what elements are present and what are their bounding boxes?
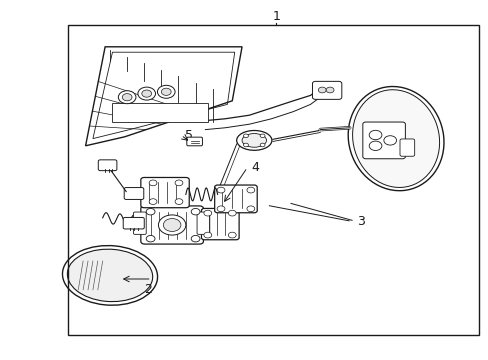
Bar xyxy=(112,103,207,122)
Ellipse shape xyxy=(67,249,152,302)
FancyBboxPatch shape xyxy=(201,208,239,240)
Circle shape xyxy=(175,180,183,186)
Circle shape xyxy=(243,134,248,138)
Circle shape xyxy=(149,199,157,204)
FancyBboxPatch shape xyxy=(312,81,341,99)
FancyBboxPatch shape xyxy=(124,188,143,199)
Ellipse shape xyxy=(236,131,271,150)
Circle shape xyxy=(228,232,236,238)
FancyBboxPatch shape xyxy=(399,139,414,156)
Text: 4: 4 xyxy=(251,161,259,174)
Circle shape xyxy=(191,208,200,215)
Circle shape xyxy=(175,199,183,204)
Bar xyxy=(68,25,478,335)
Circle shape xyxy=(203,232,211,238)
Circle shape xyxy=(157,85,175,98)
Circle shape xyxy=(228,210,236,216)
Ellipse shape xyxy=(352,90,439,188)
Circle shape xyxy=(260,134,264,138)
Circle shape xyxy=(118,91,136,104)
Ellipse shape xyxy=(347,86,443,191)
Circle shape xyxy=(203,210,211,216)
Circle shape xyxy=(163,219,181,231)
FancyBboxPatch shape xyxy=(186,137,202,146)
FancyBboxPatch shape xyxy=(197,212,209,234)
Circle shape xyxy=(149,180,157,186)
Circle shape xyxy=(146,235,155,242)
Circle shape xyxy=(246,187,254,193)
Ellipse shape xyxy=(242,134,266,147)
Circle shape xyxy=(122,94,132,101)
FancyBboxPatch shape xyxy=(362,122,405,159)
Circle shape xyxy=(217,206,224,212)
Ellipse shape xyxy=(62,246,157,305)
Circle shape xyxy=(191,235,200,242)
Circle shape xyxy=(383,136,396,145)
Circle shape xyxy=(138,87,155,100)
Circle shape xyxy=(217,187,224,193)
Circle shape xyxy=(142,90,151,97)
Circle shape xyxy=(325,87,333,93)
Circle shape xyxy=(158,215,185,235)
FancyBboxPatch shape xyxy=(123,217,144,229)
Text: 1: 1 xyxy=(272,10,280,23)
Polygon shape xyxy=(85,47,242,146)
Circle shape xyxy=(260,143,264,147)
FancyBboxPatch shape xyxy=(98,160,117,171)
FancyBboxPatch shape xyxy=(141,206,203,244)
FancyBboxPatch shape xyxy=(141,177,189,208)
Circle shape xyxy=(318,87,325,93)
Circle shape xyxy=(243,143,248,147)
Circle shape xyxy=(368,130,381,140)
Circle shape xyxy=(161,88,171,95)
Circle shape xyxy=(368,141,381,150)
FancyBboxPatch shape xyxy=(133,212,146,234)
Text: 3: 3 xyxy=(356,215,364,228)
Text: 5: 5 xyxy=(185,129,193,141)
FancyBboxPatch shape xyxy=(214,185,257,213)
Circle shape xyxy=(146,208,155,215)
Circle shape xyxy=(246,206,254,212)
Text: 2: 2 xyxy=(144,283,152,296)
